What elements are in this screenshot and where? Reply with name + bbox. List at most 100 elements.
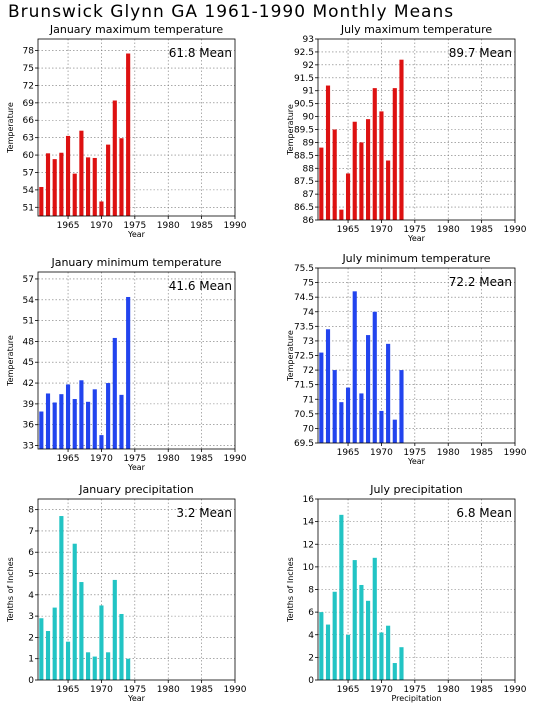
bar-1962 <box>45 153 51 216</box>
bar-1964 <box>339 209 344 220</box>
x-tick-label: 1985 <box>470 225 493 235</box>
bar-1967 <box>359 584 364 680</box>
y-tick-label: 4 <box>28 591 34 601</box>
x-tick-label: 1975 <box>123 454 146 464</box>
y-tick-label: 75 <box>23 64 34 74</box>
x-tick-label: 1980 <box>157 221 180 231</box>
plot-frame <box>37 498 236 681</box>
y-tick-label: 88.5 <box>294 151 314 161</box>
y-tick-label: 90 <box>303 113 315 123</box>
bar-1971 <box>386 343 391 443</box>
bar-1965 <box>65 384 71 449</box>
x-tick-label: 1990 <box>224 454 247 464</box>
y-tick-label: 39 <box>23 400 35 410</box>
y-tick-label: 73 <box>303 337 314 347</box>
y-tick-label: 16 <box>303 495 315 505</box>
x-tick-label: 1965 <box>57 454 80 464</box>
y-tick-label: 8 <box>308 586 314 596</box>
x-tick-label: 1985 <box>470 685 493 695</box>
mean-label: 6.8 Mean <box>456 506 512 520</box>
y-tick-label: 92 <box>303 61 314 71</box>
bar-1970 <box>379 410 384 443</box>
bar-1973 <box>399 59 404 220</box>
y-tick-label: 57 <box>23 168 34 178</box>
y-tick-label: 45 <box>23 358 34 368</box>
y-tick-label: 0 <box>308 676 314 686</box>
bar-1964 <box>339 402 344 443</box>
bar-1966 <box>72 173 77 216</box>
bar-1961 <box>319 147 324 220</box>
x-tick-label: 1965 <box>57 685 80 695</box>
bar-1973 <box>399 370 404 443</box>
bar-1970 <box>379 111 384 220</box>
y-tick-label: 73.5 <box>294 322 314 332</box>
x-tick-label: 1985 <box>470 448 493 458</box>
y-tick-label: 75.5 <box>294 264 314 274</box>
bar-1968 <box>366 119 371 220</box>
bar-1964 <box>59 394 64 449</box>
y-tick-label: 10 <box>303 563 315 573</box>
bar-1965 <box>65 135 71 216</box>
x-tick-label: 1975 <box>123 685 146 695</box>
y-tick-label: 90.5 <box>294 100 314 110</box>
bar-1972 <box>392 663 397 680</box>
x-tick-label: 1975 <box>123 221 146 231</box>
chart-title: July minimum temperature <box>341 252 490 265</box>
bar-1963 <box>332 370 337 443</box>
y-tick-label: 72 <box>303 366 314 376</box>
y-axis-label: Temperature <box>286 330 295 382</box>
page-title: Brunswick Glynn GA 1961-1990 Monthly Mea… <box>8 2 455 22</box>
bar-1967 <box>79 582 84 680</box>
bar-1971 <box>386 160 391 220</box>
y-tick-label: 91.5 <box>294 74 314 84</box>
x-tick-label: 1965 <box>57 221 80 231</box>
bar-1963 <box>52 159 57 216</box>
chart-jan-max: 51 54 57 60 63 66 69 72 75 78 1965 1970 1975 1980 1985… <box>6 23 247 239</box>
x-tick-label: 1965 <box>337 685 360 695</box>
bar-1966 <box>352 560 357 680</box>
y-tick-label: 86 <box>303 216 315 226</box>
bar-1967 <box>359 142 364 220</box>
bar-1967 <box>79 380 84 449</box>
x-axis-label: Year <box>127 694 146 703</box>
bar-1973 <box>399 647 404 680</box>
bar-1968 <box>86 401 91 449</box>
y-tick-label: 88 <box>303 164 315 174</box>
bar-1968 <box>366 335 371 443</box>
y-tick-label: 2 <box>308 653 314 663</box>
y-tick-label: 66 <box>23 116 35 126</box>
bar-1966 <box>72 399 77 449</box>
y-tick-label: 6 <box>28 548 34 558</box>
bar-1962 <box>325 624 331 680</box>
bar-1974 <box>126 296 131 449</box>
mean-label: 3.2 Mean <box>176 506 232 520</box>
y-tick-label: 0 <box>28 676 34 686</box>
bar-1973 <box>119 394 124 449</box>
bar-1961 <box>319 612 324 680</box>
y-tick-label: 4 <box>308 631 314 641</box>
x-axis-label: Year <box>127 230 146 239</box>
y-tick-label: 75 <box>303 279 314 289</box>
bar-1962 <box>45 393 51 449</box>
bar-1969 <box>92 656 97 680</box>
y-tick-label: 5 <box>28 570 34 580</box>
y-tick-label: 89.5 <box>294 126 314 136</box>
y-tick-label: 86.5 <box>294 203 314 213</box>
y-axis-label: Temperature <box>6 335 15 387</box>
x-tick-label: 1990 <box>504 685 527 695</box>
bar-1972 <box>112 337 117 449</box>
y-tick-label: 51 <box>23 203 34 213</box>
y-tick-label: 70 <box>303 424 315 434</box>
bar-1965 <box>345 387 351 443</box>
x-tick-label: 1970 <box>90 685 113 695</box>
x-axis-label: Year <box>407 234 426 243</box>
x-tick-label: 1990 <box>224 221 247 231</box>
bar-1970 <box>99 435 104 449</box>
y-tick-label: 1 <box>28 655 34 665</box>
chart-jul-precip: 0 2 4 6 8 10 12 14 16 1965 1970 1975 1980 1985 1990 Jul… <box>286 483 527 703</box>
chart-title: January maximum temperature <box>49 23 223 36</box>
x-tick-label: 1980 <box>437 685 460 695</box>
bar-1968 <box>366 600 371 680</box>
y-tick-label: 89 <box>303 138 315 148</box>
bar-1968 <box>86 652 91 680</box>
